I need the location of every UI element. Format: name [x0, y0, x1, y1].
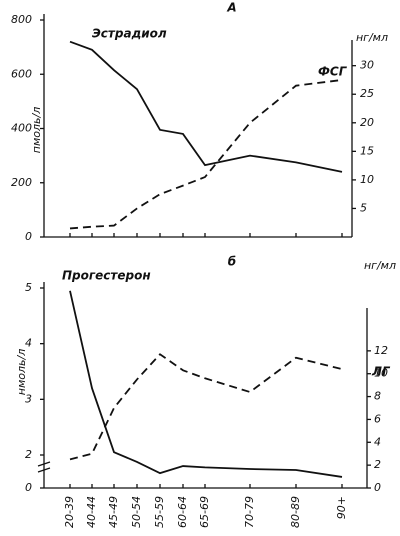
series-line	[69, 79, 343, 230]
y2-tick-label: 25	[360, 87, 374, 100]
chart-title: б	[228, 255, 236, 269]
y2-tick-label: 2	[374, 458, 381, 471]
y-axis-label: нмоль/л	[15, 349, 28, 395]
x-tick-label: 80-89	[289, 496, 302, 528]
series-label: Эстрадиол	[92, 27, 167, 41]
y2-tick-label: 10	[360, 173, 374, 186]
x-tick-label: 65-69	[198, 496, 211, 528]
y2-tick-label: 12	[374, 344, 388, 357]
y-axis-label: пмоль/л	[30, 107, 43, 153]
x-tick-label: 20-39	[63, 496, 76, 528]
series-label: Прогестерон	[62, 269, 151, 283]
y2-tick-label: 20	[360, 116, 374, 129]
series-line	[69, 290, 343, 478]
y2-tick-label: 8	[374, 390, 381, 403]
series-label: ЛГ	[371, 365, 391, 379]
y2-tick-label: 4	[374, 435, 381, 448]
y-tick-label: 800	[11, 13, 32, 26]
y-tick-label: 0	[25, 230, 32, 243]
y2-tick-label: 30	[360, 59, 374, 72]
y-tick-label: 3	[25, 392, 32, 405]
x-tick-label: 55-59	[153, 496, 166, 528]
y2-tick-label: 15	[360, 144, 374, 157]
y2-tick-label: 10	[374, 367, 388, 380]
x-tick-label: 90+	[335, 496, 348, 519]
x-tick-label: 40-44	[85, 496, 98, 528]
y2-tick-label: 0	[374, 481, 381, 494]
y2-tick-label: 6	[374, 412, 381, 425]
y-tick-label: 5	[25, 281, 32, 294]
series-line	[69, 353, 343, 461]
series-line	[69, 40, 343, 173]
y2-axis-label: нг/мл	[364, 259, 396, 272]
y-tick-label: 4	[25, 337, 32, 350]
x-tick-label: 45-49	[107, 496, 120, 528]
y2-tick-label: 5	[360, 201, 367, 214]
y-tick-label: 600	[11, 67, 32, 80]
x-tick-label: 60-64	[176, 496, 189, 528]
y-tick-label: 2	[25, 448, 32, 461]
y2-axis-label: нг/мл	[356, 31, 388, 44]
series-label: ФСГ	[318, 65, 348, 79]
y-tick-label: 0	[25, 481, 32, 494]
y-tick-label: 400	[11, 122, 32, 135]
x-tick-label: 50-54	[130, 496, 143, 528]
y-tick-label: 200	[11, 176, 32, 189]
chart-title: А	[226, 1, 236, 15]
x-tick-label: 70-79	[243, 496, 256, 528]
